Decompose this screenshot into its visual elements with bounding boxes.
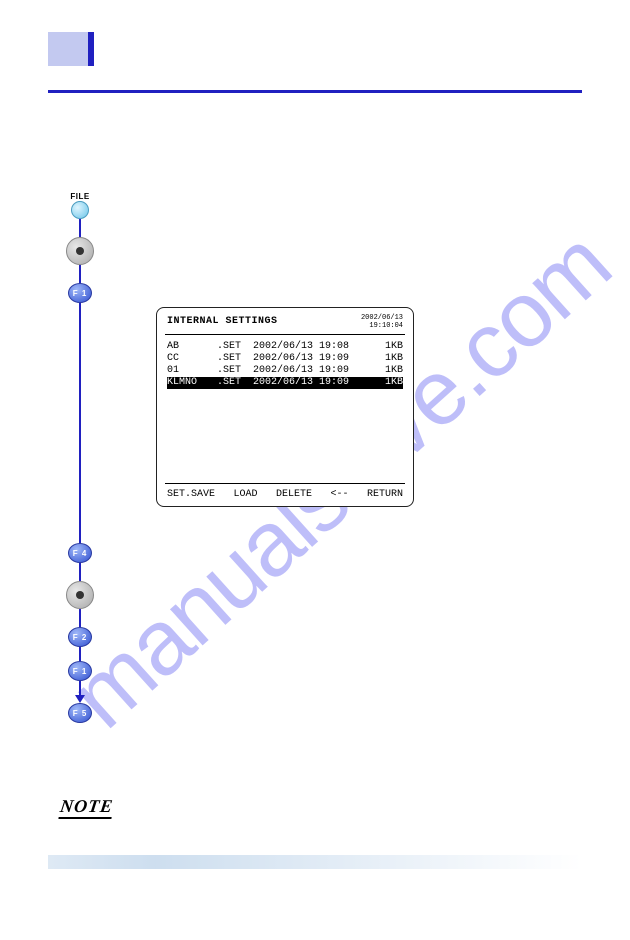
flow-connector [79,303,81,543]
file-ext: .SET [217,341,253,353]
f5-button[interactable]: F 5 [68,703,92,723]
joystick-icon[interactable] [66,581,94,609]
file-row[interactable]: CC .SET 2002/06/13 19:09 1KB [167,353,403,365]
file-date: 2002/06/13 19:09 [253,365,363,377]
f2-button[interactable]: F 2 [68,627,92,647]
file-ext: .SET [217,365,253,377]
joystick-icon[interactable] [66,237,94,265]
menu-save[interactable]: SET.SAVE [167,489,215,500]
flow-connector [79,647,81,661]
menu-back[interactable]: <-- [330,489,348,500]
file-row[interactable]: AB .SET 2002/06/13 19:08 1KB [167,341,403,353]
file-row[interactable]: 01 .SET 2002/06/13 19:09 1KB [167,365,403,377]
flow-diagram: FILE F 1 F 4 F 2 F 1 F 5 [60,192,100,723]
timestamp-time: 19:10:04 [361,322,403,330]
header-rule [48,90,582,93]
softkey-menu: SET.SAVE LOAD DELETE <-- RETURN [167,489,403,500]
flow-connector [79,609,81,627]
file-date: 2002/06/13 19:09 [253,353,363,365]
footer-gradient [48,855,582,869]
screen-timestamp: 2002/06/13 19:10:04 [361,314,403,330]
lcd-screen: INTERNAL SETTINGS 2002/06/13 19:10:04 AB… [156,307,414,507]
file-name: 01 [167,365,217,377]
header-block [48,32,88,66]
divider [165,334,405,335]
file-size: 1KB [363,365,403,377]
flow-connector [79,219,81,237]
file-name: AB [167,341,217,353]
f1-button-2[interactable]: F 1 [68,661,92,681]
divider [165,483,405,484]
file-button[interactable] [71,201,89,219]
f1-button[interactable]: F 1 [68,283,92,303]
file-label: FILE [60,192,100,201]
file-row-selected[interactable]: KLMNO .SET 2002/06/13 19:09 1KB [167,377,403,389]
note-heading: NOTE [58,796,114,819]
menu-return[interactable]: RETURN [367,489,403,500]
file-size: 1KB [363,377,403,389]
file-name: CC [167,353,217,365]
file-ext: .SET [217,353,253,365]
flow-connector [79,681,81,695]
file-list: AB .SET 2002/06/13 19:08 1KB CC .SET 200… [167,341,403,389]
menu-delete[interactable]: DELETE [276,489,312,500]
file-ext: .SET [217,377,253,389]
screen-title: INTERNAL SETTINGS [167,316,278,327]
arrow-down-icon [75,695,85,703]
file-date: 2002/06/13 19:08 [253,341,363,353]
file-name: KLMNO [167,377,217,389]
menu-load[interactable]: LOAD [233,489,257,500]
file-size: 1KB [363,353,403,365]
timestamp-date: 2002/06/13 [361,314,403,322]
file-date: 2002/06/13 19:09 [253,377,363,389]
f4-button[interactable]: F 4 [68,543,92,563]
flow-connector [79,265,81,283]
file-size: 1KB [363,341,403,353]
header-accent-bar [88,32,94,66]
flow-connector [79,563,81,581]
